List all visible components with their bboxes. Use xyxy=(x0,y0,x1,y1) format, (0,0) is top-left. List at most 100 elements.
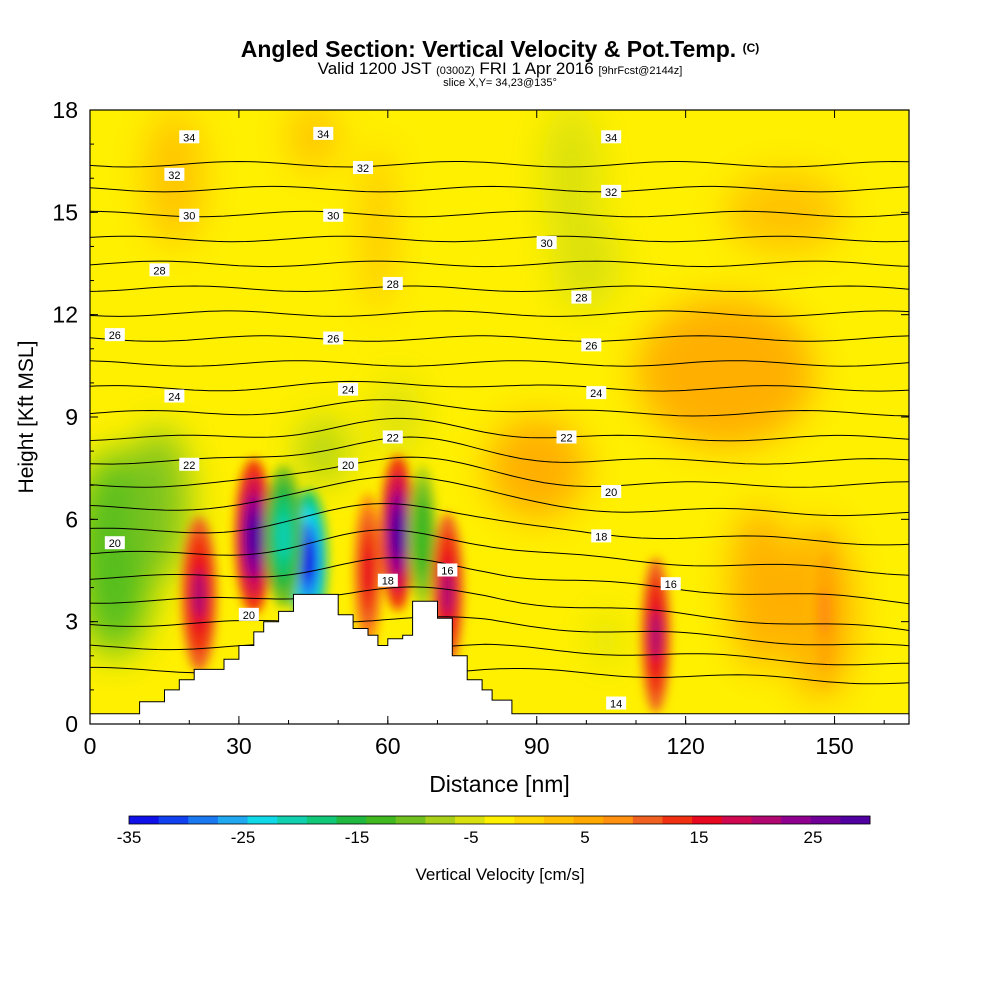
forecast-info: [9hrFcst@2144z] xyxy=(598,65,683,77)
theta-label-12: 26 xyxy=(104,328,125,342)
colorbar: -35 -25 -15 -5 5 15 25 Vertical Velocity [cm/s] xyxy=(117,815,871,884)
theta-label-text: 22 xyxy=(560,432,572,444)
theta-contour-29 xyxy=(90,310,909,317)
theta-contour-25 xyxy=(90,399,909,417)
field-area-8 xyxy=(452,219,502,342)
theta-label-text: 32 xyxy=(605,187,617,199)
colorbar-swatch-1 xyxy=(158,816,189,824)
velocity-core-5-3 xyxy=(391,509,405,557)
theta-label-22: 20 xyxy=(338,457,359,472)
colorbar-swatch-18 xyxy=(662,816,693,824)
y-tick-label: 9 xyxy=(65,404,78,430)
theta-label-bg xyxy=(571,290,592,304)
theta-label-6: 30 xyxy=(179,208,200,223)
theta-label-text: 28 xyxy=(575,293,587,305)
colorbar-swatch-5 xyxy=(277,816,308,824)
y-tick-label: 6 xyxy=(65,506,78,532)
theta-label-text: 22 xyxy=(183,460,195,472)
colorbar-tick-label: -5 xyxy=(463,828,478,847)
theta-label-bg xyxy=(238,607,259,621)
theta-label-29: 14 xyxy=(606,696,627,711)
y-tick-label: 18 xyxy=(52,97,78,123)
theta-label-15: 24 xyxy=(164,389,185,404)
theta-label-9: 28 xyxy=(149,263,170,277)
theta-labels: 34 34 34 32 32 32 30 30 30 28 28 28 26 26 26 24 24 24 22 22… xyxy=(104,126,681,711)
colorbar-frame xyxy=(128,815,871,825)
theta-label-text: 26 xyxy=(109,330,121,342)
colorbar-tick-label: -35 xyxy=(117,828,142,847)
theta-contour-23 xyxy=(90,436,909,465)
theta-label-text: 26 xyxy=(585,340,597,352)
colorbar-swatch-17 xyxy=(632,816,664,824)
colorbar-swatch-21 xyxy=(751,816,782,824)
theta-label-bg xyxy=(353,160,373,174)
x-tick-label: 30 xyxy=(226,733,252,759)
theta-label-bg xyxy=(164,389,185,403)
theta-label-2: 34 xyxy=(601,130,622,144)
x-tick-label: 90 xyxy=(524,733,550,759)
theta-label-bg xyxy=(179,130,200,144)
field-area-15 xyxy=(730,505,790,670)
theta-label-bg xyxy=(536,236,557,250)
theta-contour-33 xyxy=(90,210,909,218)
theta-label-bg xyxy=(601,485,622,499)
theta-contour-21 xyxy=(90,475,909,517)
y-tick-label: 0 xyxy=(65,711,78,737)
valid-zulu: (0300Z) xyxy=(436,65,475,77)
y-axis-label: Height [Kft MSL] xyxy=(15,341,38,494)
theta-label-bg xyxy=(149,263,170,277)
velocity-core-3-3 xyxy=(276,514,291,559)
field-area-16 xyxy=(591,611,622,667)
theta-label-18: 22 xyxy=(179,457,200,472)
slice-info: slice X,Y= 34,23@135° xyxy=(443,77,557,89)
colorbar-swatch-20 xyxy=(721,816,752,824)
theta-label-bg xyxy=(556,430,577,444)
theta-label-bg xyxy=(581,338,602,352)
theta-label-text: 24 xyxy=(168,392,180,404)
terrain xyxy=(90,593,909,724)
chart-title: Angled Section: Vertical Velocity & Pot.… xyxy=(0,36,1000,63)
theta-contour-27 xyxy=(90,360,909,367)
theta-label-8: 30 xyxy=(536,236,557,250)
theta-label-bg xyxy=(179,457,200,471)
colorbar-swatch-4 xyxy=(247,816,278,824)
theta-label-text: 30 xyxy=(541,238,553,250)
theta-label-25: 18 xyxy=(377,573,398,588)
theta-contour-28 xyxy=(90,335,909,342)
theta-label-text: 20 xyxy=(243,610,255,622)
theta-label-27: 16 xyxy=(660,577,681,591)
theta-contour-24 xyxy=(90,417,909,442)
colorbar-swatch-0 xyxy=(129,816,160,824)
theta-label-text: 34 xyxy=(605,132,617,144)
colorbar-tick-label: 5 xyxy=(580,828,589,847)
theta-label-text: 26 xyxy=(327,334,339,346)
theta-label-text: 20 xyxy=(109,538,121,550)
theta-label-bg xyxy=(164,167,185,181)
field-area-4 xyxy=(725,171,845,254)
velocity-core-4-3 xyxy=(362,546,374,595)
theta-label-20: 22 xyxy=(556,430,577,444)
theta-label-text: 30 xyxy=(327,211,339,223)
theta-label-bg xyxy=(338,457,359,471)
colorbar-tick-label: 25 xyxy=(804,828,823,847)
theta-label-text: 30 xyxy=(183,211,195,223)
theta-label-bg xyxy=(591,529,612,543)
theta-label-23: 20 xyxy=(601,485,622,499)
x-tick-label: 150 xyxy=(815,733,853,759)
x-tick-label: 120 xyxy=(666,733,704,759)
valid-time: Valid 1200 JST xyxy=(317,59,432,78)
theta-label-28: 20 xyxy=(238,607,259,622)
theta-label-7: 30 xyxy=(323,208,344,223)
theta-label-text: 28 xyxy=(153,265,165,277)
colorbar-swatch-10 xyxy=(425,816,456,824)
field-area-12 xyxy=(372,376,423,458)
theta-contour-26 xyxy=(90,380,909,392)
field-area-7 xyxy=(551,215,622,312)
theta-contours xyxy=(90,160,909,685)
velocity-core-9-3 xyxy=(818,587,832,636)
chart-subtitle: Valid 1200 JST (0300Z) FRI 1 Apr 2016 [9… xyxy=(0,59,1000,79)
velocity-core-6-3 xyxy=(416,514,429,559)
colorbar-swatch-11 xyxy=(455,816,486,824)
theta-contour-17 xyxy=(90,586,909,631)
